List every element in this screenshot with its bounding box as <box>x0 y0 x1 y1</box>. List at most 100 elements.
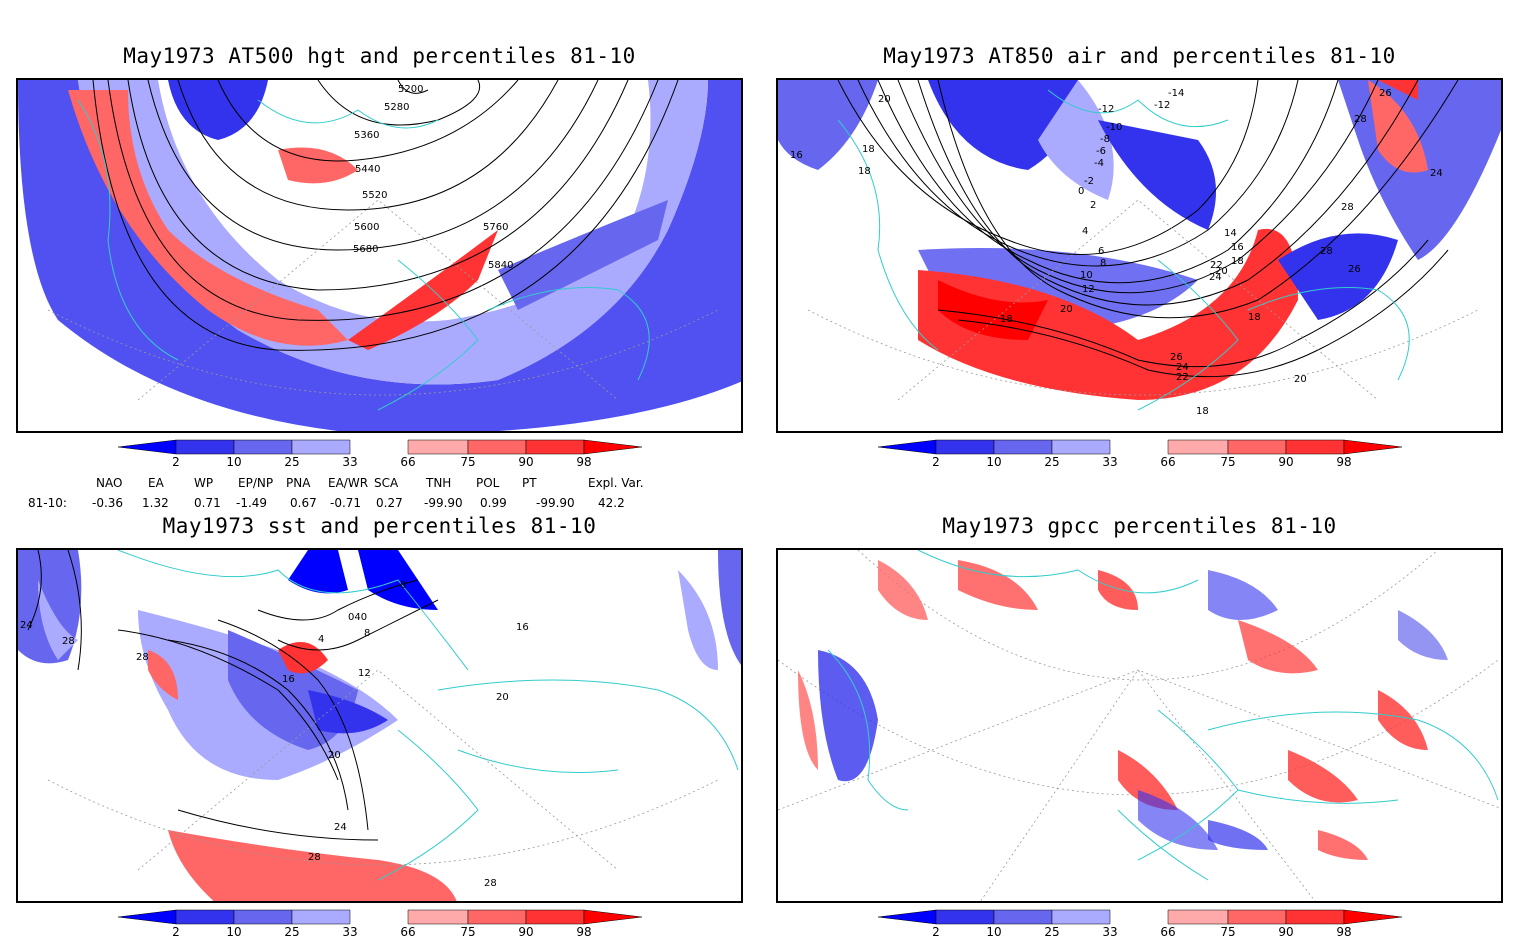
colorbar-svg <box>117 439 643 455</box>
colorbar-segment <box>1167 909 1229 925</box>
index-header: NAO <box>96 476 123 490</box>
index-value: 1.32 <box>142 496 169 510</box>
index-header: EA <box>148 476 164 490</box>
contour-label: -12 <box>1098 104 1114 115</box>
contour-label: 10 <box>1080 270 1093 281</box>
contour-label: 28 <box>62 636 75 647</box>
contour-label: 20 <box>1215 266 1228 277</box>
contour-label: 16 <box>790 150 803 161</box>
contour-label: 22 <box>1176 372 1189 383</box>
contour-label: 12 <box>358 668 371 679</box>
contour-label: 5280 <box>384 102 409 113</box>
colorbar-tick-label: 33 <box>342 925 358 939</box>
contour-label: 5680 <box>353 244 378 255</box>
panel-title-hgt500: May1973 AT500 hgt and percentiles 81-10 <box>123 44 636 68</box>
colorbar-segment <box>117 439 177 455</box>
colorbar-tick-label: 90 <box>518 455 534 469</box>
colorbar-segment <box>525 909 585 925</box>
contour-label: 28 <box>1320 246 1333 257</box>
colorbar-tick-label: 66 <box>400 455 416 469</box>
contour-label: 26 <box>1379 88 1392 99</box>
map-gpcc-svg <box>778 550 1501 901</box>
index-value: -0.36 <box>92 496 124 510</box>
colorbar-segment <box>935 439 995 455</box>
index-header: EP/NP <box>238 476 274 490</box>
colorbar-tick-label: 10 <box>986 455 1002 469</box>
colorbar-tick-label: 25 <box>1044 925 1060 939</box>
contour-label: -2 <box>1084 176 1094 187</box>
contour-label: 16 <box>282 674 295 685</box>
gpcc-anomaly-blobs <box>798 560 1448 860</box>
colorbar-tick-label: 90 <box>1278 455 1294 469</box>
colorbar-tick-label: 90 <box>518 925 534 939</box>
contour-label: 28 <box>1341 202 1354 213</box>
index-header: SCA <box>374 476 399 490</box>
contour-label: 28 <box>308 852 321 863</box>
panel-title-air850: May1973 AT850 air and percentiles 81-10 <box>883 44 1396 68</box>
contour-label: 5760 <box>483 222 508 233</box>
colorbar-tick-label: 66 <box>400 925 416 939</box>
colorbar-tick-label: 33 <box>1102 455 1118 469</box>
contour-label: -6 <box>1096 146 1106 157</box>
colorbar-segment <box>117 909 177 925</box>
contour-label: 8 <box>364 628 370 639</box>
colorbar-tick-label: 75 <box>460 925 476 939</box>
index-header: EA/WR <box>328 476 369 490</box>
index-value: -99.90 <box>536 496 575 510</box>
colorbar-tick-label: 10 <box>226 925 242 939</box>
colorbar-tick-label: 66 <box>1160 455 1176 469</box>
air850-contour-labels: 20 16 18 18 -14 -12 -12 -10 -8 -6 -4 -2 … <box>790 88 1443 417</box>
colorbar-segment <box>1051 909 1111 925</box>
index-value: 0.71 <box>194 496 221 510</box>
index-value: 42.2 <box>598 496 625 510</box>
colorbar-gpcc: 2 10 25 33 66 75 90 98 <box>877 909 1403 940</box>
index-header-row: NAO EA WP EP/NP PNA EA/WR SCA TNH POL PT Expl. Var… <box>28 476 728 492</box>
index-header: TNH <box>426 476 452 490</box>
contour-label: 26 <box>1170 352 1183 363</box>
contour-label: 20 <box>496 692 509 703</box>
colorbar-segment <box>407 439 469 455</box>
colorbar-segment <box>877 909 937 925</box>
contour-label: 5600 <box>354 222 379 233</box>
index-value: -0.71 <box>330 496 362 510</box>
colorbar-tick-label: 2 <box>172 455 180 469</box>
colorbar-tick-label: 75 <box>1220 455 1236 469</box>
colorbar-segment <box>935 909 995 925</box>
hgt500-contour-labels: 5200 5280 5360 5440 5520 5600 5680 5760 … <box>353 84 513 271</box>
contour-label: 6 <box>1098 246 1104 257</box>
colorbar-hgt500: 2 10 25 33 66 75 90 98 <box>117 439 643 470</box>
colorbar-segment <box>1051 439 1111 455</box>
index-header: WP <box>194 476 214 490</box>
colorbar-segment <box>525 439 585 455</box>
contour-label: 5200 <box>398 84 423 95</box>
index-header: PNA <box>286 476 311 490</box>
colorbar-segment <box>467 909 527 925</box>
colorbar-tick-label: 98 <box>1336 925 1352 939</box>
colorbar-tick-label: 25 <box>284 925 300 939</box>
colorbar-tick-label: 2 <box>932 455 940 469</box>
contour-label: 4 <box>1082 226 1088 237</box>
colorbar-tick-label: 98 <box>1336 455 1352 469</box>
colorbar-svg <box>117 909 643 925</box>
contour-label: 28 <box>1354 114 1367 125</box>
colorbar-tick-label: 10 <box>986 925 1002 939</box>
index-value: 0.27 <box>376 496 403 510</box>
contour-label: 4 <box>318 634 324 645</box>
colorbar-tick-label: 75 <box>460 455 476 469</box>
colorbar-segment <box>291 439 351 455</box>
contour-label: 18 <box>1196 406 1209 417</box>
contour-label: 28 <box>136 652 149 663</box>
index-value: -99.90 <box>424 496 463 510</box>
contour-label: -12 <box>1154 100 1170 111</box>
colorbar-tick-label: 2 <box>932 925 940 939</box>
panel-title-gpcc: May1973 gpcc percentiles 81-10 <box>942 514 1337 538</box>
colorbar-tick-label: 25 <box>284 455 300 469</box>
colorbar-segment <box>175 439 235 455</box>
contour-label: 24 <box>20 620 33 631</box>
colorbar-segment <box>407 909 469 925</box>
colorbar-air850: 2 10 25 33 66 75 90 98 <box>877 439 1403 470</box>
colorbar-tick-label: 75 <box>1220 925 1236 939</box>
contour-label: -8 <box>1100 134 1110 145</box>
contour-label: 14 <box>1224 228 1237 239</box>
colorbar-tick-label: 33 <box>342 455 358 469</box>
